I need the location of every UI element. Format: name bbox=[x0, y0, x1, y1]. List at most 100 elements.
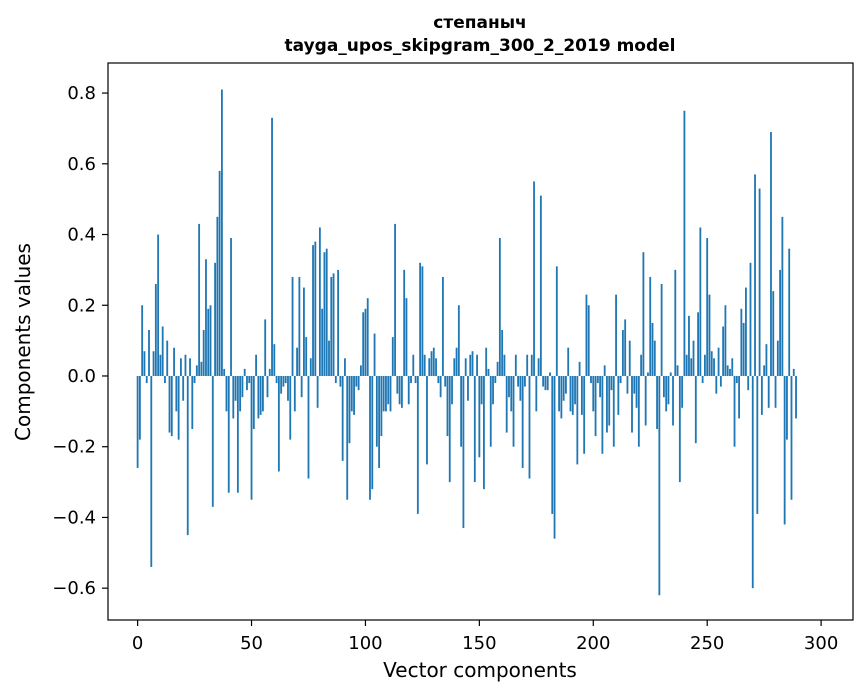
x-tick-label: 50 bbox=[240, 633, 263, 654]
x-tick-label: 200 bbox=[576, 633, 610, 654]
bar-243 bbox=[690, 358, 693, 376]
bar-236 bbox=[674, 269, 677, 376]
bar-171 bbox=[526, 354, 529, 376]
bar-20 bbox=[182, 375, 185, 401]
bar-6 bbox=[150, 375, 153, 567]
bar-128 bbox=[428, 358, 431, 376]
bar-232 bbox=[665, 375, 668, 412]
bar-228 bbox=[656, 375, 658, 430]
bar-73 bbox=[303, 287, 305, 376]
bar-51 bbox=[252, 375, 255, 430]
bar-270 bbox=[751, 375, 754, 589]
bar-249 bbox=[704, 354, 706, 376]
bar-125 bbox=[421, 266, 424, 376]
bar-116 bbox=[400, 375, 403, 408]
bar-256 bbox=[719, 375, 722, 387]
bar-102 bbox=[369, 375, 371, 500]
bar-178 bbox=[542, 375, 545, 387]
bar-274 bbox=[760, 375, 763, 415]
bar-100 bbox=[364, 308, 367, 376]
bar-85 bbox=[330, 276, 333, 376]
bar-44 bbox=[236, 375, 239, 493]
bar-84 bbox=[328, 340, 330, 376]
bar-118 bbox=[405, 298, 408, 376]
bar-241 bbox=[685, 354, 688, 376]
bar-75 bbox=[307, 375, 310, 479]
bar-194 bbox=[578, 361, 581, 376]
y-tick-label: −0.6 bbox=[52, 578, 96, 599]
bar-62 bbox=[277, 375, 280, 472]
bar-268 bbox=[747, 375, 750, 391]
bar-123 bbox=[416, 375, 419, 514]
bar-262 bbox=[733, 375, 736, 447]
bar-48 bbox=[246, 375, 248, 391]
bar-96 bbox=[355, 375, 358, 387]
bar-60 bbox=[273, 344, 276, 376]
bar-25 bbox=[193, 375, 196, 384]
bar-170 bbox=[524, 375, 526, 387]
bar-82 bbox=[323, 252, 326, 376]
bar-258 bbox=[724, 305, 727, 376]
bar-127 bbox=[426, 375, 428, 465]
y-tick-label: 0.6 bbox=[67, 154, 96, 175]
bar-12 bbox=[164, 375, 166, 384]
bar-15 bbox=[170, 375, 173, 437]
bar-22 bbox=[186, 375, 189, 536]
bar-115 bbox=[398, 375, 401, 405]
bar-49 bbox=[248, 375, 251, 384]
bar-83 bbox=[325, 248, 328, 376]
bar-69 bbox=[293, 375, 296, 412]
bar-103 bbox=[371, 375, 374, 490]
y-tick-label: 0.0 bbox=[67, 366, 96, 387]
bar-221 bbox=[640, 354, 643, 376]
bar-131 bbox=[435, 358, 437, 376]
bar-225 bbox=[649, 276, 652, 376]
bar-112 bbox=[391, 337, 394, 376]
x-axis-label: Vector components bbox=[383, 658, 577, 682]
bar-195 bbox=[580, 375, 583, 415]
bar-107 bbox=[380, 375, 383, 437]
bar-53 bbox=[257, 375, 260, 419]
bar-152 bbox=[483, 375, 485, 490]
bar-190 bbox=[569, 375, 572, 412]
bar-234 bbox=[669, 372, 672, 376]
bar-13 bbox=[166, 340, 169, 376]
bar-40 bbox=[227, 375, 230, 493]
bar-26 bbox=[195, 365, 198, 376]
bar-146 bbox=[469, 354, 472, 376]
bar-264 bbox=[738, 375, 740, 419]
bar-223 bbox=[644, 375, 647, 426]
bar-257 bbox=[722, 326, 725, 376]
bar-9 bbox=[157, 234, 160, 376]
bar-260 bbox=[729, 368, 731, 376]
bar-101 bbox=[366, 298, 369, 376]
bar-151 bbox=[480, 375, 483, 405]
bar-136 bbox=[446, 375, 449, 437]
bar-41 bbox=[230, 238, 232, 376]
bar-16 bbox=[173, 347, 175, 376]
bar-91 bbox=[344, 358, 346, 376]
bar-14 bbox=[168, 375, 171, 433]
bar-90 bbox=[341, 375, 344, 461]
bar-163 bbox=[508, 375, 510, 398]
bar-212 bbox=[619, 375, 622, 384]
bar-272 bbox=[756, 375, 759, 514]
bar-160 bbox=[501, 330, 504, 376]
bar-174 bbox=[533, 181, 535, 376]
bar-265 bbox=[740, 308, 743, 376]
bars-group bbox=[136, 89, 797, 596]
bar-140 bbox=[455, 347, 458, 376]
y-axis-label: Components values bbox=[11, 243, 35, 441]
bar-199 bbox=[590, 375, 592, 384]
bar-0 bbox=[136, 375, 139, 468]
bar-95 bbox=[353, 375, 355, 415]
bar-108 bbox=[382, 375, 385, 412]
bar-8 bbox=[154, 284, 157, 376]
bar-10 bbox=[159, 354, 162, 376]
bar-167 bbox=[517, 375, 519, 387]
bar-284 bbox=[783, 375, 786, 525]
bar-198 bbox=[587, 305, 590, 376]
bar-72 bbox=[300, 375, 303, 398]
chart-title-line2: tayga_upos_skipgram_300_2_2019 model bbox=[285, 36, 676, 56]
